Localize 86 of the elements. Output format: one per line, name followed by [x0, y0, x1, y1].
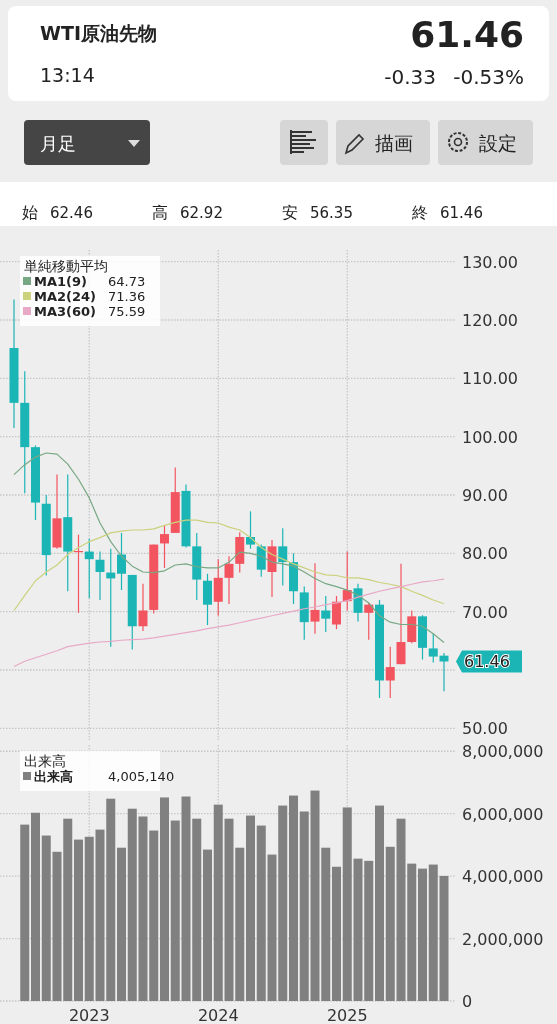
text: 月足 — [40, 133, 76, 154]
legend-label: MA1(9) — [34, 274, 87, 289]
text: 61.46 — [410, 14, 524, 55]
y-tick-label: 50.00 — [462, 719, 508, 739]
bar — [342, 807, 352, 1001]
candlestick — [310, 562, 320, 635]
annotation: 71.36 — [108, 289, 146, 304]
candlestick — [117, 532, 126, 591]
candlestick — [321, 595, 331, 633]
candlestick — [213, 558, 223, 617]
line-series — [13, 578, 445, 668]
legend-label: MA3(60) — [34, 304, 97, 319]
y-tick-label: 8,000,000 — [462, 742, 544, 762]
candlestick — [364, 602, 374, 641]
bar — [213, 804, 223, 1001]
bar — [31, 812, 40, 1001]
y-tick-label: 4,000,000 — [462, 867, 544, 887]
x-tick-label: 2024 — [197, 1006, 239, 1024]
y-tick-label: 2,000,000 — [462, 929, 544, 949]
text: 56.35 — [310, 204, 353, 222]
bar — [332, 866, 341, 1001]
bar — [74, 839, 83, 1001]
bar — [428, 864, 438, 1001]
annotation: 75.59 — [108, 304, 146, 319]
x-tick-label: 2023 — [68, 1006, 110, 1024]
bar — [256, 825, 266, 1001]
y-tick-label: 90.00 — [462, 486, 508, 505]
text: 描画 — [375, 132, 413, 154]
annotation: 64.73 — [108, 274, 146, 289]
y-tick-label: 70.00 — [462, 602, 508, 622]
bar — [170, 820, 180, 1001]
text: 始 — [22, 203, 38, 222]
candlestick — [396, 563, 406, 665]
bar — [375, 805, 384, 1001]
line-series — [13, 519, 445, 612]
candlestick — [95, 550, 105, 601]
bar — [385, 846, 395, 1001]
text: 安 — [282, 203, 298, 222]
candlestick — [203, 573, 212, 626]
candlestick — [84, 538, 94, 599]
candlestick — [256, 543, 266, 578]
text: 高 — [152, 203, 168, 222]
text: 設定 — [479, 132, 517, 154]
candlestick — [160, 524, 169, 569]
text: 13:14 — [40, 64, 95, 86]
candlestick — [246, 510, 255, 550]
bar — [299, 811, 309, 1001]
bar — [289, 795, 298, 1001]
line-series — [13, 452, 445, 644]
candlestick — [332, 595, 341, 630]
bar — [41, 835, 51, 1001]
bar — [127, 808, 137, 1001]
bar — [20, 824, 30, 1001]
candlestick — [138, 583, 148, 632]
text: -0.33 — [384, 65, 436, 89]
text: -0.53% — [453, 65, 524, 89]
y-tick-label: 110.00 — [462, 369, 518, 389]
bar — [418, 868, 427, 1001]
candlestick — [428, 633, 438, 664]
bar — [117, 847, 126, 1001]
candlestick — [278, 527, 288, 587]
bar — [246, 815, 255, 1001]
y-tick-label: 80.00 — [462, 544, 508, 564]
y-tick-label: 0 — [462, 992, 473, 1011]
bar — [203, 849, 212, 1001]
bar — [84, 836, 94, 1001]
text: 61.46 — [440, 204, 483, 222]
annotation: 4,005,140 — [108, 769, 175, 784]
legend-label: 出来高 — [34, 769, 73, 784]
text: 62.46 — [50, 204, 93, 222]
y-tick-label: 6,000,000 — [462, 804, 544, 824]
legend-title: 単純移動平均 — [24, 258, 108, 274]
text: 終 — [411, 203, 428, 222]
x-tick-label: 2025 — [326, 1006, 368, 1024]
text: 62.92 — [180, 204, 223, 222]
y-tick-label: 130.00 — [462, 252, 518, 272]
legend-title: 出来高 — [24, 753, 66, 769]
bar — [160, 797, 169, 1001]
candlestick — [385, 646, 395, 699]
y-tick-label: 100.00 — [462, 427, 518, 447]
text: WTI原油先物 — [40, 22, 157, 44]
text: 61.46 — [464, 652, 510, 672]
legend-label: MA2(24) — [34, 289, 97, 304]
bar — [439, 875, 449, 1001]
candlestick — [224, 555, 234, 605]
y-tick-label: 120.00 — [462, 311, 518, 330]
